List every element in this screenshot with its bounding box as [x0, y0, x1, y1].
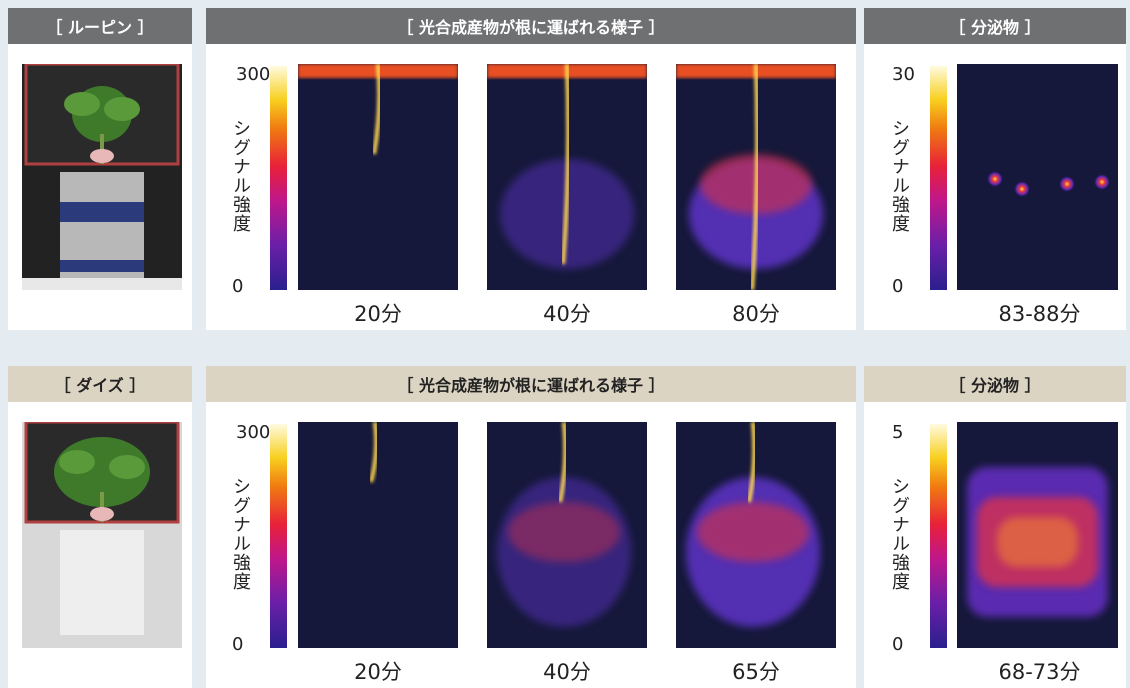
- colorbar: [930, 424, 947, 648]
- scale-max: 300: [236, 64, 270, 85]
- scale-label: シグナル強度: [886, 119, 912, 233]
- time-label: 20分: [298, 298, 458, 328]
- time-label: 20分: [298, 656, 458, 686]
- scale-max: 5: [892, 422, 903, 443]
- time-label: 83-88分: [957, 298, 1122, 328]
- transport-header: ［ 光合成産物が根に運ばれる様子 ］: [206, 366, 856, 402]
- scale-min: 0: [892, 276, 903, 297]
- transport-image: [298, 422, 458, 648]
- plant-photo: [22, 422, 182, 648]
- scale-min: 0: [232, 276, 243, 297]
- secretion-image: [957, 422, 1118, 648]
- secretion-image: [957, 64, 1118, 290]
- time-label: 65分: [676, 656, 836, 686]
- colorbar: [270, 66, 287, 290]
- plant-header: ［ ルーピン ］: [8, 8, 192, 44]
- time-label: 40分: [487, 298, 647, 328]
- transport-image: [298, 64, 458, 290]
- secretion-header: ［ 分泌物 ］: [864, 8, 1126, 44]
- secretion-header: ［ 分泌物 ］: [864, 366, 1126, 402]
- plant-header: ［ ダイズ ］: [8, 366, 192, 402]
- plant-photo: [22, 64, 182, 290]
- scale-max: 300: [236, 422, 270, 443]
- time-label: 80分: [676, 298, 836, 328]
- figure: ［ ルーピン ］［ 光合成産物が根に運ばれる様子 ］［ 分泌物 ］ 3000シグ…: [0, 0, 1130, 684]
- scale-label: シグナル強度: [227, 119, 253, 233]
- transport-image: [676, 422, 836, 648]
- time-label: 68-73分: [957, 656, 1122, 686]
- time-label: 40分: [487, 656, 647, 686]
- transport-image: [487, 422, 647, 648]
- transport-image: [676, 64, 836, 290]
- scale-label: シグナル強度: [886, 477, 912, 591]
- transport-header: ［ 光合成産物が根に運ばれる様子 ］: [206, 8, 856, 44]
- colorbar: [270, 424, 287, 648]
- scale-min: 0: [232, 634, 243, 655]
- scale-min: 0: [892, 634, 903, 655]
- scale-label: シグナル強度: [227, 477, 253, 591]
- transport-image: [487, 64, 647, 290]
- scale-max: 30: [892, 64, 915, 85]
- colorbar: [930, 66, 947, 290]
